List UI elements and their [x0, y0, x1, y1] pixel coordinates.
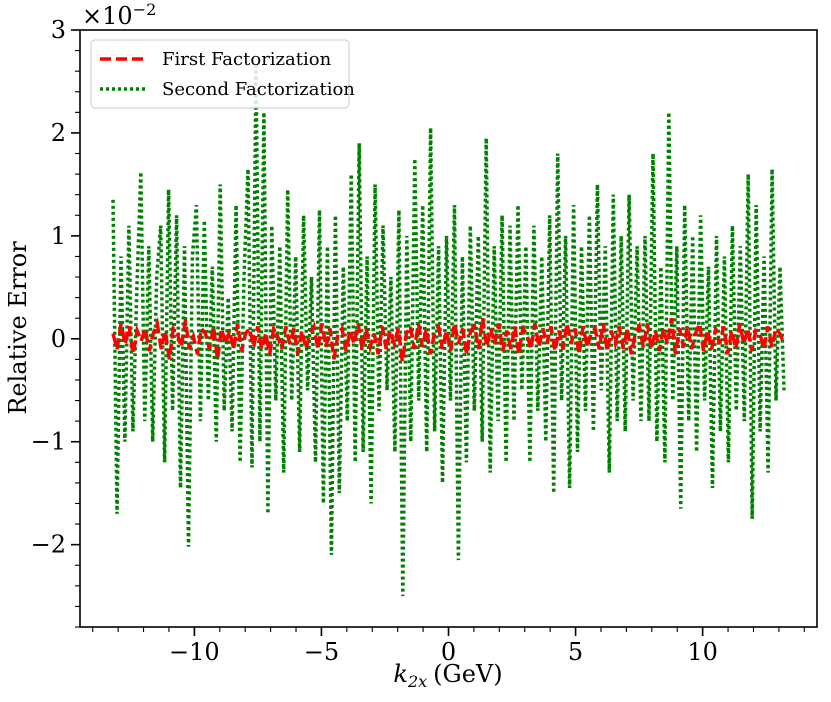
y-tick-label: 2: [51, 119, 66, 147]
legend-box: [90, 39, 350, 109]
series-line-second-factorization: [111, 65, 786, 597]
x-axis: −10 −5 0 5 10: [92, 627, 805, 666]
y-axis: −2 −1 0 1 2 3: [31, 16, 80, 628]
x-tick-label: −10: [169, 638, 220, 666]
legend-label-first: First Factorization: [162, 49, 332, 70]
y-tick-label: −2: [31, 531, 66, 559]
legend: First Factorization Second Factorization: [90, 39, 355, 109]
x-tick-label: 5: [568, 638, 583, 666]
x-axis-title: k2x (GeV): [393, 660, 502, 691]
x-tick-label: −5: [304, 638, 339, 666]
y-tick-label: 1: [51, 222, 66, 250]
y-tick-label: 3: [51, 16, 66, 44]
x-tick-label: 0: [441, 638, 456, 666]
series-layer: [111, 65, 786, 597]
x-tick-label: 10: [687, 638, 718, 666]
legend-label-second: Second Factorization: [162, 79, 355, 100]
series-line-first-factorization: [111, 316, 786, 362]
y-tick-label: −1: [31, 428, 66, 456]
y-scale-label: ×10−2: [82, 0, 156, 30]
y-axis-title: Relative Error: [4, 241, 32, 415]
y-tick-label: 0: [51, 325, 66, 353]
